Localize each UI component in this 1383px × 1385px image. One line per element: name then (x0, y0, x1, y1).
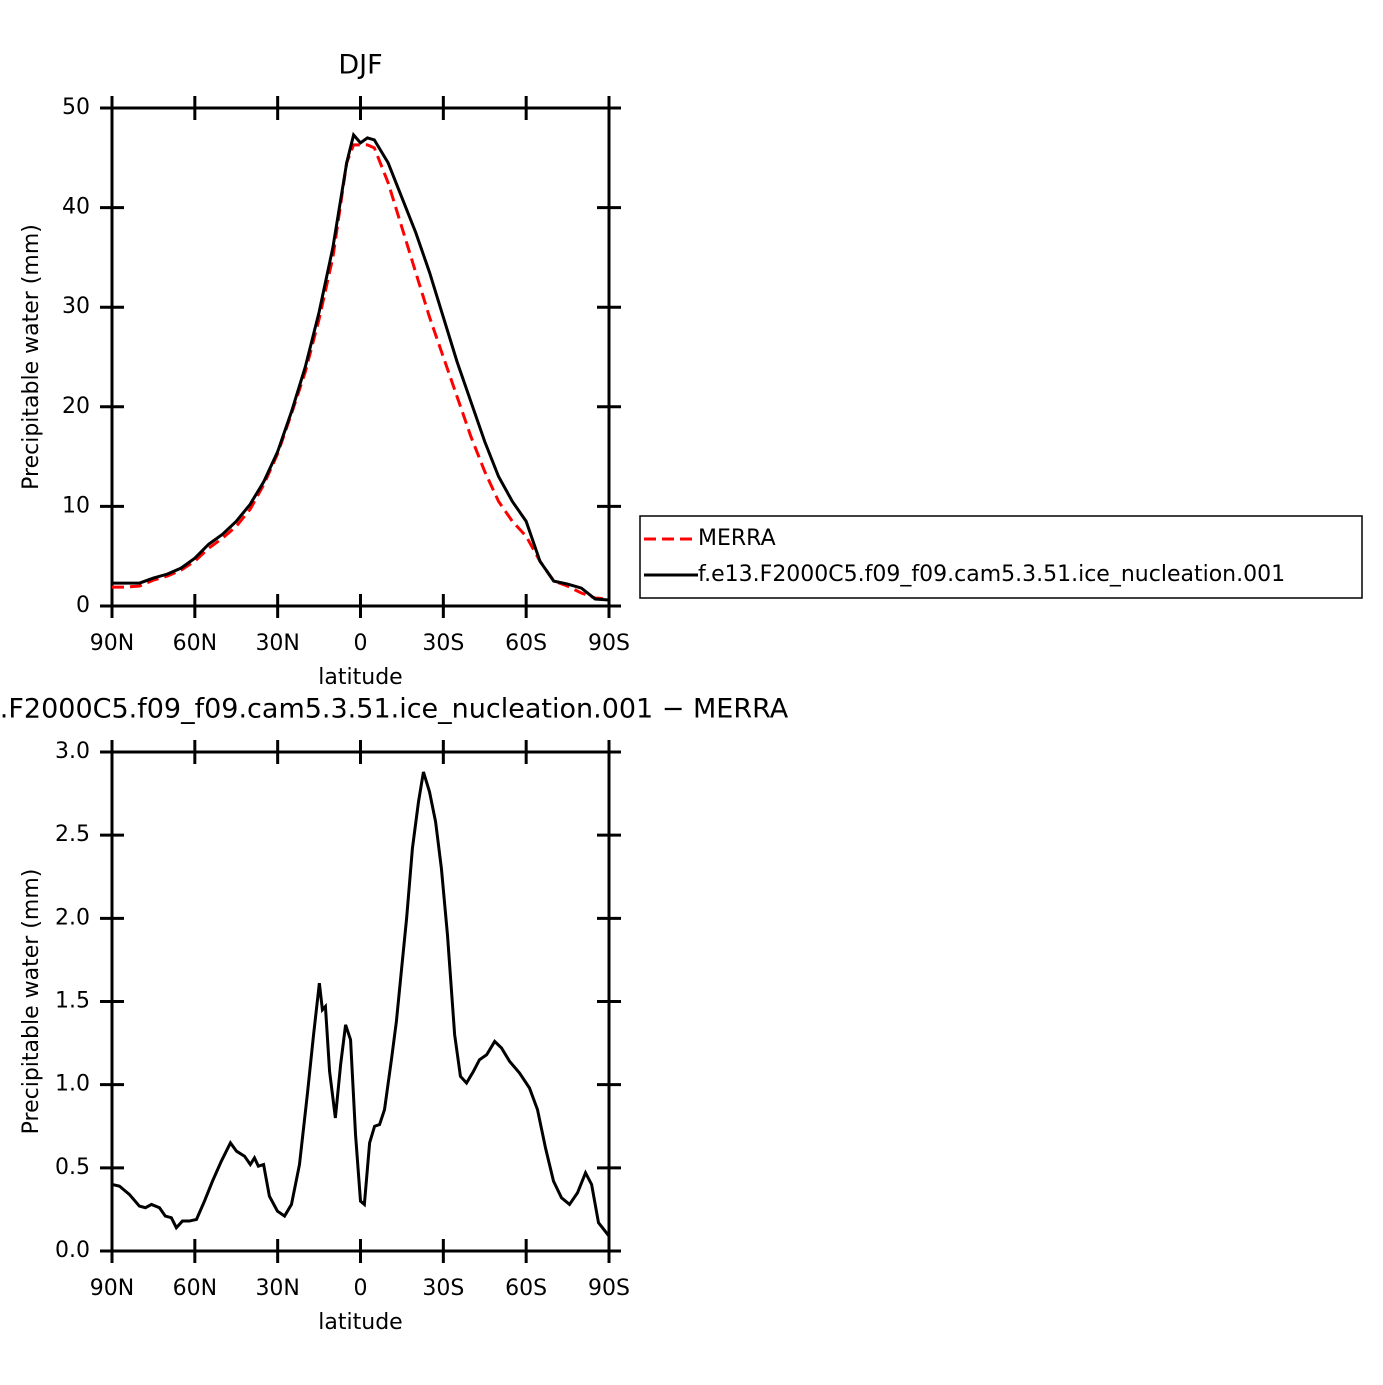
y-tick-label: 0.5 (55, 1155, 90, 1180)
x-tick-label: 30S (422, 1276, 464, 1301)
x-tick-label: 60S (505, 1276, 547, 1301)
legend-label: f.e13.F2000C5.f09_f09.cam5.3.51.ice_nucl… (698, 562, 1285, 587)
y-axis-label: Precipitable water (mm) (19, 869, 44, 1135)
x-tick-label: 0 (354, 1276, 368, 1301)
x-tick-label: 60N (173, 1276, 217, 1301)
plot-frame (110, 750, 611, 1253)
y-tick-label: 10 (62, 493, 90, 518)
x-tick-label: 0 (354, 631, 368, 656)
data-line (111, 771, 611, 1237)
x-tick-label: 90N (90, 1276, 134, 1301)
data-line (112, 131, 610, 602)
x-axis-label: latitude (318, 665, 402, 690)
x-tick-label: 90S (588, 1276, 630, 1301)
x-tick-label: 60S (505, 631, 547, 656)
y-tick-label: 1.5 (55, 989, 90, 1014)
y-tick-label: 20 (62, 394, 90, 419)
legend-label: MERRA (698, 526, 776, 551)
x-tick-label: 30S (422, 631, 464, 656)
y-tick-label: 2.0 (55, 905, 90, 930)
y-tick-label: 0.0 (55, 1238, 90, 1263)
x-tick-label: 90S (588, 631, 630, 656)
y-tick-label: 50 (62, 95, 90, 120)
legend-box (639, 515, 1363, 599)
x-tick-label: 30N (255, 1276, 299, 1301)
y-tick-label: 0 (76, 593, 90, 618)
x-axis-label: latitude (318, 1310, 402, 1335)
y-tick-label: 1.0 (55, 1072, 90, 1097)
x-tick-label: 90N (90, 631, 134, 656)
y-tick-label: 2.5 (55, 822, 90, 847)
chart-title: f.e13.F2000C5.f09_f09.cam5.3.51.ice_nucl… (0, 694, 789, 725)
data-line (112, 143, 610, 601)
plot-frame (110, 106, 611, 608)
chart-title: DJF (338, 50, 382, 81)
y-tick-label: 3.0 (55, 739, 90, 764)
x-tick-label: 30N (255, 631, 299, 656)
y-tick-label: 40 (62, 195, 90, 220)
y-axis-label: Precipitable water (mm) (19, 224, 44, 490)
y-tick-label: 30 (62, 294, 90, 319)
x-tick-label: 60N (173, 631, 217, 656)
